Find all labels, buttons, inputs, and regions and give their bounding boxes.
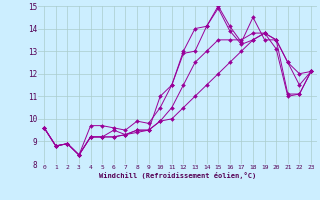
X-axis label: Windchill (Refroidissement éolien,°C): Windchill (Refroidissement éolien,°C) [99,172,256,179]
